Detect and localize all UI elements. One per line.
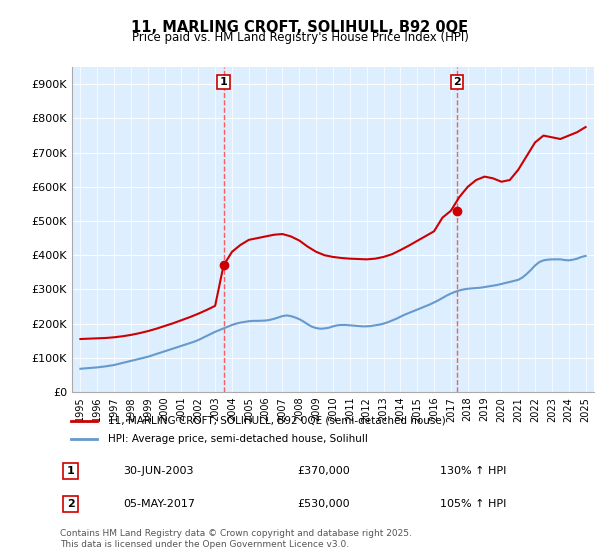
Text: 05-MAY-2017: 05-MAY-2017 [124,499,196,509]
Text: HPI: Average price, semi-detached house, Solihull: HPI: Average price, semi-detached house,… [107,434,367,444]
Text: Contains HM Land Registry data © Crown copyright and database right 2025.
This d: Contains HM Land Registry data © Crown c… [60,529,412,549]
Text: 11, MARLING CROFT, SOLIHULL, B92 0QE: 11, MARLING CROFT, SOLIHULL, B92 0QE [131,20,469,35]
Text: £370,000: £370,000 [298,466,350,476]
Text: 11, MARLING CROFT, SOLIHULL, B92 0QE (semi-detached house): 11, MARLING CROFT, SOLIHULL, B92 0QE (se… [107,416,445,426]
Text: 2: 2 [67,499,74,509]
Text: 1: 1 [220,77,227,87]
Text: 1: 1 [67,466,74,476]
Text: 2: 2 [453,77,461,87]
Text: 130% ↑ HPI: 130% ↑ HPI [440,466,506,476]
Text: £530,000: £530,000 [298,499,350,509]
Text: Price paid vs. HM Land Registry's House Price Index (HPI): Price paid vs. HM Land Registry's House … [131,31,469,44]
Text: 30-JUN-2003: 30-JUN-2003 [124,466,194,476]
Text: 105% ↑ HPI: 105% ↑ HPI [440,499,506,509]
